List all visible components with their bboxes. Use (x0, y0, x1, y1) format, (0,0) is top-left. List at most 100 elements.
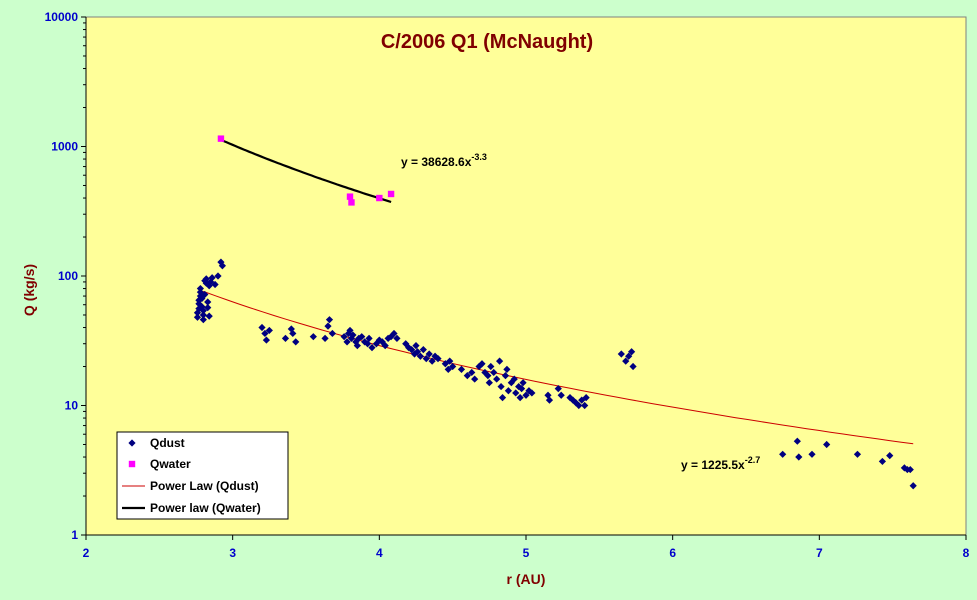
qdust-point (795, 453, 803, 461)
x-ticks: 2 3 4 5 6 7 8 (83, 535, 970, 560)
qdust-point (434, 355, 442, 363)
qdust-point (393, 334, 401, 342)
equation-qwater: y = 38628.6x-3.3 (401, 152, 487, 169)
qdust-point (349, 331, 357, 339)
qdust-point (906, 465, 914, 474)
qdust-point (199, 311, 207, 319)
qdust-point (554, 385, 562, 393)
qdust-point (346, 326, 354, 335)
qdust-point (808, 450, 816, 458)
qdust-point (478, 360, 486, 368)
qdust-point (324, 322, 332, 330)
qdust-point (572, 399, 580, 407)
qdust-point (512, 389, 520, 397)
qdust-point (793, 437, 801, 445)
qdust-point (519, 379, 527, 387)
qdust-point (457, 365, 466, 374)
qdust-point (493, 375, 501, 383)
qdust-point (412, 342, 420, 350)
qdust-point (202, 275, 210, 283)
qdust-point (368, 343, 376, 352)
qdust-point (384, 334, 392, 342)
qdust-point (444, 365, 452, 374)
x-tick-label: 3 (229, 546, 236, 560)
legend-marker-diamond (128, 439, 136, 447)
qdust-point (364, 340, 372, 348)
qdust-point (353, 342, 361, 350)
legend-label-power-law-qwater: Power law (Qwater) (150, 501, 261, 515)
qdust-point (581, 401, 589, 410)
qdust-point (487, 362, 495, 371)
qdust-point (422, 355, 430, 363)
qdust-point (496, 357, 504, 365)
legend-marker-square (128, 460, 136, 468)
equation-qdust-base: y = 1225.5x (681, 458, 745, 472)
qdust-point (490, 368, 498, 377)
qdust-point (358, 333, 366, 341)
legend-box (116, 431, 289, 520)
qdust-point (886, 452, 894, 460)
qdust-point (629, 362, 637, 371)
qdust-point (501, 372, 510, 380)
qdust-point (340, 333, 348, 341)
qdust-point (510, 375, 518, 383)
y-tick-label: 1000 (51, 140, 78, 154)
qdust-point (199, 316, 207, 324)
qdust-point (419, 346, 427, 354)
y-tick-label: 10 (65, 399, 79, 413)
qdust-point (381, 342, 389, 350)
qdust-point (503, 365, 511, 374)
qdust-point (463, 372, 471, 380)
qdust-point (498, 394, 507, 402)
qdust-point (628, 348, 636, 356)
equation-qdust-exponent: -2.7 (745, 455, 761, 465)
qdust-point (545, 396, 554, 404)
y-tick-label: 10000 (45, 10, 79, 24)
x-tick-label: 5 (523, 546, 530, 560)
legend-marker-qwater (128, 460, 136, 468)
qdust-point (518, 385, 526, 393)
legend-label-qdust: Qdust (150, 436, 185, 450)
qdust-point (446, 357, 454, 365)
qdust-point (198, 303, 206, 311)
y-ticks: 1 10 100 1000 10000 (45, 10, 86, 542)
qdust-point (204, 304, 212, 312)
qdust-point (566, 394, 574, 402)
qdust-point (214, 272, 222, 280)
qdust-point (431, 352, 439, 360)
qdust-point (201, 290, 209, 299)
y-tick-label: 100 (58, 269, 78, 283)
qdust-point (261, 329, 269, 338)
chart-title: C/2006 Q1 (McNaught) (381, 31, 593, 53)
qdust-point (262, 336, 270, 344)
y-tick-label: 1 (71, 528, 78, 542)
qdust-point (205, 282, 213, 290)
equation-qdust: y = 1225.5x-2.7 (681, 455, 760, 472)
qdust-point (625, 352, 633, 360)
fit-line-qwater (220, 138, 392, 204)
x-tick-label: 8 (963, 546, 970, 560)
equation-qwater-exponent: -3.3 (471, 152, 487, 162)
x-tick-label: 6 (669, 546, 676, 560)
qdust-point (387, 333, 395, 341)
y-axis-label: Q (kg/s) (21, 264, 37, 316)
qdust-point (217, 258, 225, 266)
qdust-point (485, 379, 493, 387)
qdust-point (878, 457, 886, 466)
qdust-point (287, 325, 295, 333)
qdust-point (281, 334, 290, 342)
qdust-point (507, 379, 515, 387)
qdust-point (289, 329, 297, 338)
qdust-point (617, 350, 625, 358)
qdust-point (497, 382, 505, 391)
qwater-point (376, 194, 383, 202)
legend-marker-qdust (128, 439, 136, 447)
qdust-point (428, 357, 436, 365)
qdust-point (390, 329, 398, 338)
qdust-point (208, 274, 216, 282)
qdust-point (471, 375, 479, 383)
x-tick-label: 7 (816, 546, 823, 560)
qdust-point (516, 394, 524, 402)
qdust-point (292, 338, 300, 346)
